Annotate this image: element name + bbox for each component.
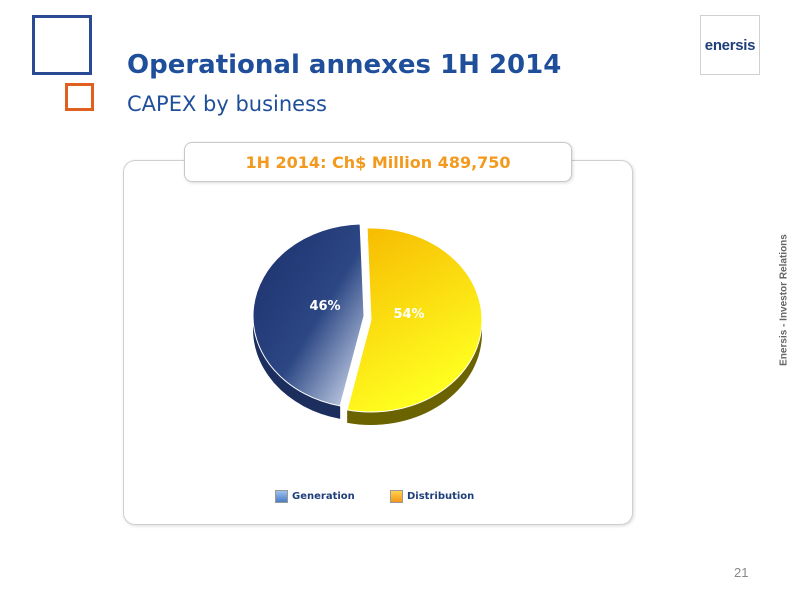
pie-label-distribution: 54%	[393, 307, 424, 322]
pie-chart: 46% 54%	[252, 223, 483, 425]
enersis-logo: enersis	[700, 15, 760, 75]
pie-slice-distribution	[346, 227, 483, 413]
legend-distribution: Distribution	[390, 490, 474, 503]
legend-generation: Generation	[275, 490, 355, 503]
legend-swatch-generation	[275, 490, 288, 503]
legend-swatch-distribution	[390, 490, 403, 503]
pie-label-generation: 46%	[309, 299, 340, 314]
decorative-blue-square	[32, 15, 92, 75]
chart-title: 1H 2014: Ch$ Million 489,750	[245, 152, 511, 172]
page-subtitle: CAPEX by business	[127, 92, 327, 116]
chart-title-box: 1H 2014: Ch$ Million 489,750	[184, 142, 572, 182]
side-caption: Enersis - Investor Relations	[778, 234, 790, 366]
page-number: 21	[734, 565, 749, 580]
pie-slice-generation	[252, 223, 365, 407]
logo-text: enersis	[704, 36, 756, 54]
page-title: Operational annexes 1H 2014	[127, 50, 562, 80]
legend-label-generation: Generation	[292, 491, 355, 502]
legend-label-distribution: Distribution	[407, 491, 475, 502]
decorative-orange-square	[65, 83, 94, 111]
